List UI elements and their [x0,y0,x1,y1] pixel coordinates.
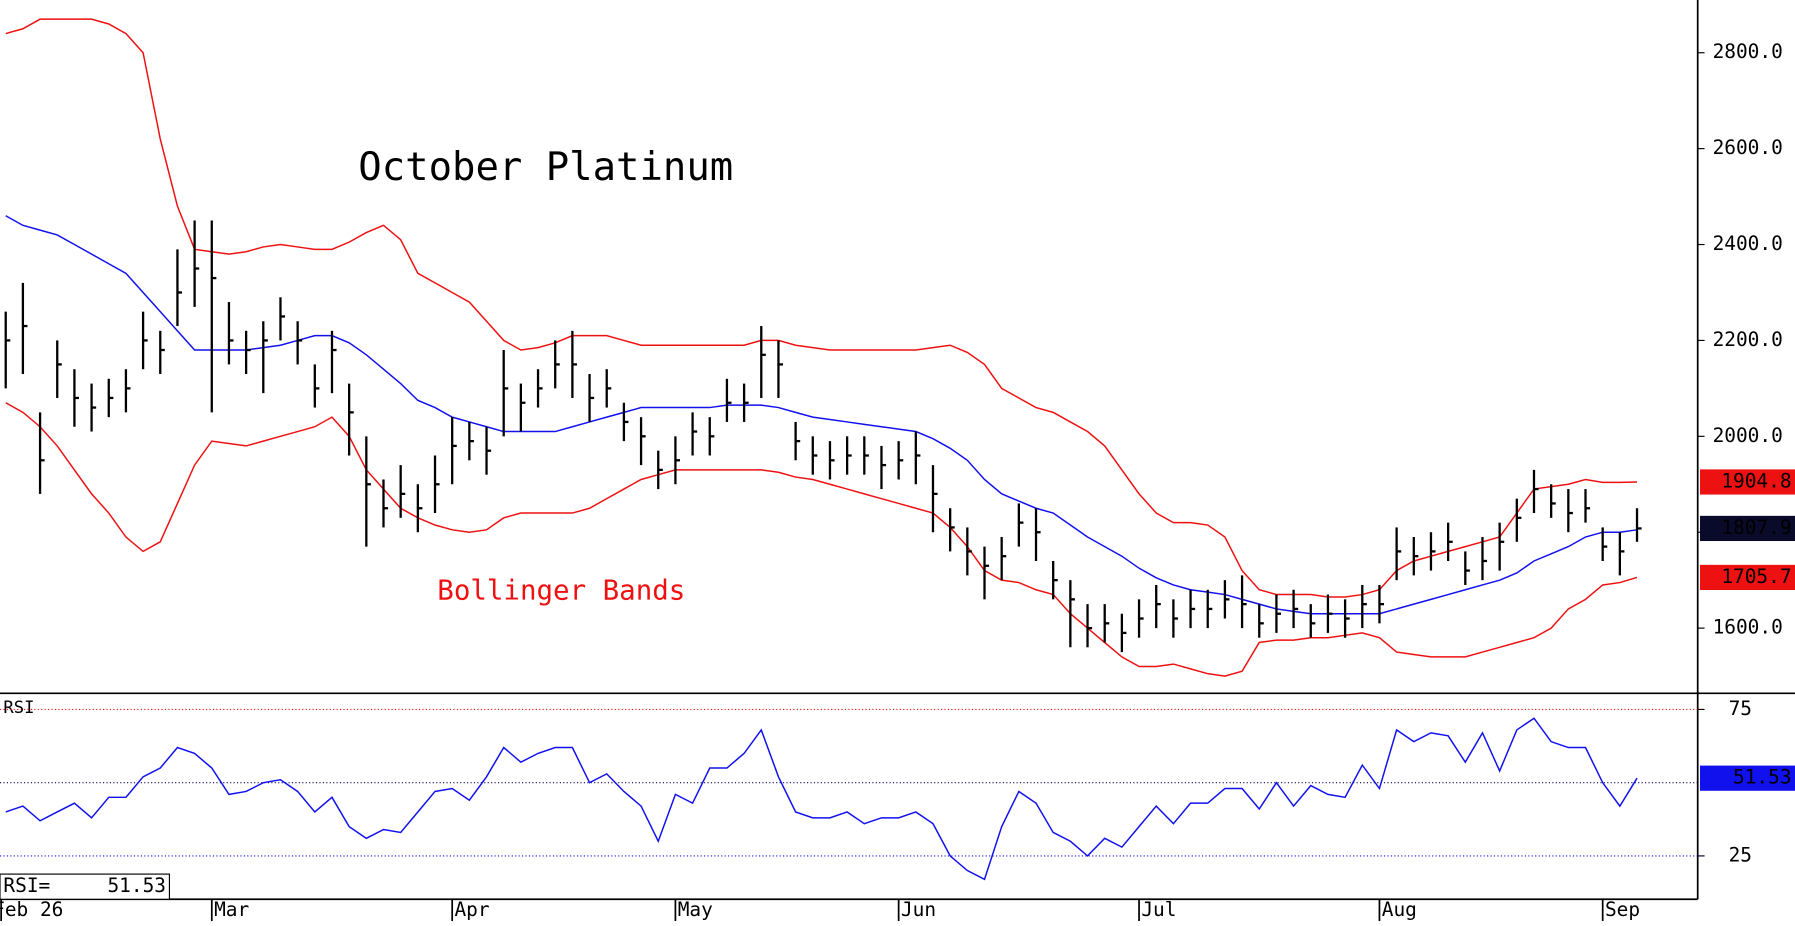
x-tick-label: Apr [454,898,489,921]
rsi-readout-label: RSI= [3,874,50,897]
close-last-label: 1807.9 [1721,516,1791,539]
y-tick-label: 2200.0 [1713,328,1783,351]
x-tick-label: Feb 26 [0,898,63,921]
y-tick-label: 1600.0 [1713,616,1783,639]
rsi-last-label: 51.53 [1733,766,1792,789]
rsi-readout-value: 51.53 [107,874,166,897]
annotation: Bollinger Bands [437,576,685,607]
y-tick-label: 75 [1729,697,1752,720]
upper-band-last-label: 1904.8 [1721,469,1791,492]
rsi-label: RSI [3,698,34,718]
chart-title: October Platinum [358,145,733,190]
close-last-box [1699,515,1795,542]
rsi-line [5,717,1638,881]
x-tick-label: Jun [901,898,936,921]
lower-band-last-label: 1705.7 [1721,565,1791,588]
rsi-readout-box [0,873,170,900]
y-tick-label: 2000.0 [1713,424,1783,447]
middle-band [5,215,1638,615]
y-tick-label: 2600.0 [1713,136,1783,159]
y-tick-label: 2400.0 [1713,232,1783,255]
lower-band [5,402,1638,677]
x-tick-label: Jul [1141,898,1176,921]
upper-band-last-box [1699,469,1795,495]
rsi-last-box [1699,765,1795,791]
x-tick-label: May [678,898,713,921]
x-tick-label: Aug [1382,898,1417,921]
y-tick-label: 25 [1729,843,1752,866]
x-tick-label: Sep [1605,898,1640,921]
lower-band-last-box [1699,564,1795,591]
y-tick-label: 2800.0 [1713,40,1783,63]
upper-band [5,18,1638,598]
x-tick-label: Mar [214,898,249,921]
